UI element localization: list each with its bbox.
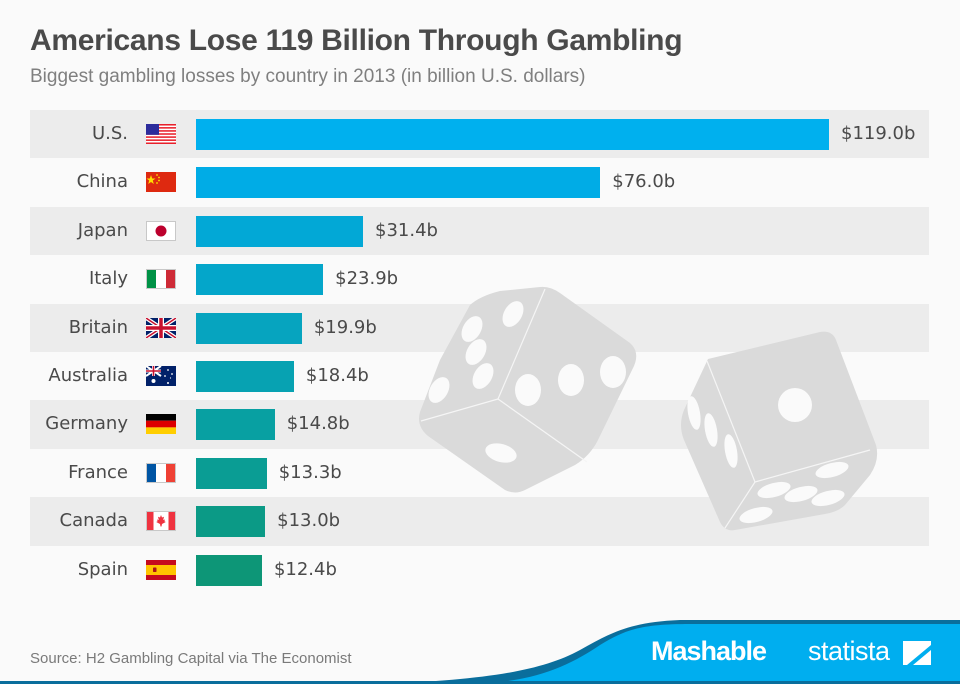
value-label: $119.0b [841, 123, 916, 144]
us-flag-icon [146, 124, 176, 144]
country-label: U.S. [91, 123, 128, 144]
country-label: France [68, 461, 128, 483]
chart-row: Japan $31.4b [30, 206, 929, 256]
chart-title: Americans Lose 119 Billion Through Gambl… [30, 24, 683, 57]
chart-row: Italy $23.9b [30, 255, 929, 303]
country-label: Australia [48, 364, 128, 386]
bar-chart: U.S. $119.0b China $76.0b Japan $31.4b Italy $2… [30, 110, 929, 594]
japan-flag-icon [146, 220, 176, 241]
value-label: $13.0b [277, 510, 341, 532]
bar[interactable] [196, 167, 601, 199]
france-flag-icon [146, 462, 176, 483]
statista-logo[interactable]: statista [808, 636, 890, 666]
mashable-logo[interactable]: Mashable [651, 636, 767, 666]
country-label: China [76, 171, 128, 193]
value-label: $12.4b [273, 558, 337, 580]
value-label: $13.3b [278, 461, 342, 483]
value-label: $19.9b [313, 316, 377, 338]
chart-row: Britain $19.9b [30, 303, 929, 352]
country-label: Canada [59, 510, 129, 532]
chart-row: Australia $18.4b [30, 352, 929, 400]
value-label: $31.4b [375, 219, 438, 241]
china-flag-icon [146, 172, 176, 193]
country-label: Spain [77, 558, 128, 580]
bar[interactable] [196, 264, 324, 296]
bar[interactable] [196, 312, 302, 344]
chart-row: U.S. $119.0b [30, 110, 929, 159]
chart-subtitle: Biggest gambling losses by country in 20… [30, 66, 586, 87]
italy-flag-icon [146, 269, 176, 290]
country-label: Britain [68, 316, 128, 338]
bar[interactable] [196, 215, 364, 247]
bar[interactable] [196, 409, 275, 441]
bar[interactable] [196, 360, 294, 392]
chart-row: Canada $13.0b [30, 497, 929, 546]
chart-row: France $13.3b [30, 449, 929, 497]
value-label: $14.8b [286, 413, 350, 435]
country-label: Italy [88, 268, 128, 290]
country-label: Germany [45, 413, 128, 435]
value-label: $23.9b [335, 268, 399, 290]
chart-row: Germany $14.8b [30, 400, 929, 449]
footer-wave [0, 620, 960, 684]
uk-flag-icon [146, 317, 176, 338]
chart-row: China $76.0b [30, 158, 929, 206]
country-label: Japan [77, 219, 128, 241]
bar[interactable] [196, 119, 829, 150]
bar[interactable] [196, 506, 266, 538]
statista-logo-icon [903, 641, 931, 665]
bar[interactable] [196, 554, 262, 586]
australia-flag-icon [146, 365, 176, 386]
canada-flag-icon [146, 511, 176, 532]
value-label: $18.4b [305, 364, 369, 386]
germany-flag-icon [146, 414, 176, 435]
chart-row: Spain $12.4b [30, 546, 929, 594]
bar[interactable] [196, 457, 267, 489]
value-label: $76.0b [612, 171, 676, 193]
spain-flag-icon [146, 559, 176, 580]
source-note: Source: H2 Gambling Capital via The Econ… [30, 650, 352, 667]
